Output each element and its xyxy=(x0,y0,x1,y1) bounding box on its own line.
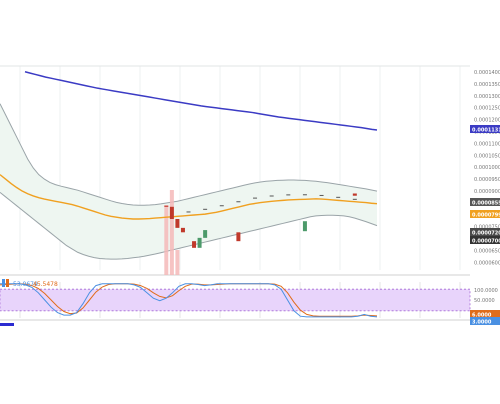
badge-lower-band: 0.00007000 xyxy=(472,239,500,245)
badge-stoch-d-bg xyxy=(470,310,500,318)
candle xyxy=(175,219,180,228)
badge-ma-long: 0.00011314 xyxy=(472,127,500,133)
candle xyxy=(236,232,241,242)
candle-doji xyxy=(269,195,274,197)
candle-doji xyxy=(186,211,191,213)
candle-doji xyxy=(286,194,291,196)
stoch-axis-tick: 100.0000 xyxy=(474,288,498,294)
badge-ma-mid-bg xyxy=(470,210,500,218)
candle-doji xyxy=(219,205,224,207)
volume-bars xyxy=(164,190,180,275)
badge-candle-close-bg xyxy=(470,228,500,236)
candle-doji xyxy=(336,196,341,198)
candles xyxy=(164,193,357,248)
candle-doji xyxy=(319,194,324,196)
candle xyxy=(164,205,169,207)
candle-doji xyxy=(302,194,307,196)
candle-doji xyxy=(203,208,208,210)
stoch-d-line xyxy=(0,283,378,317)
candle xyxy=(192,241,197,248)
volume-bar xyxy=(164,205,169,275)
price-badges: 0.00011314 0.00008558 0.00007990 0.00007202… xyxy=(0,124,500,326)
candle xyxy=(203,230,208,238)
badge-stoch-k: 3.0000 xyxy=(472,320,492,326)
price-lines xyxy=(0,71,378,220)
badge-lower-band-bg xyxy=(470,236,500,244)
badge-ma-mid: 0.00007990 xyxy=(472,213,500,219)
stoch-d-value: 45.5478 xyxy=(33,281,58,288)
stoch-k-value: 53.0679 xyxy=(13,281,38,288)
stoch-k-line xyxy=(0,283,378,318)
bollinger-bands xyxy=(0,103,378,260)
legend-k-swatch xyxy=(2,279,5,287)
candle-doji xyxy=(253,197,258,199)
badge-upper-band-bg xyxy=(470,198,500,206)
bollinger-upper-line xyxy=(0,103,378,206)
badge-stoch-d: 6.0000 xyxy=(472,313,492,319)
candle-doji xyxy=(352,198,357,200)
candle xyxy=(302,221,307,232)
badge-upper-band: 0.00008558 xyxy=(472,201,500,207)
candle xyxy=(180,227,185,233)
candle xyxy=(197,237,202,248)
volume-bar xyxy=(175,250,180,275)
badge-candle-close: 0.00007202 xyxy=(472,231,500,237)
stochastic-panel xyxy=(0,283,471,318)
price-axis-tick: 0.00006000 xyxy=(474,260,500,266)
bollinger-band-fill xyxy=(0,103,377,260)
stoch-legend: 53.0679 45.5478 xyxy=(2,279,58,288)
candle-doji xyxy=(236,201,241,203)
ma-long-line xyxy=(24,71,378,131)
legend-d-swatch xyxy=(6,279,9,287)
bollinger-lower-line xyxy=(0,192,378,260)
badge-ma-long-bg xyxy=(470,124,500,133)
stoch-axis-tick: 50.0000 xyxy=(474,298,495,304)
ma-mid-line xyxy=(0,174,378,220)
time-marker xyxy=(0,323,14,326)
grid xyxy=(0,65,470,321)
candle xyxy=(352,193,357,196)
candle xyxy=(169,206,174,219)
volume-bar xyxy=(169,190,174,275)
badge-stoch-k-bg xyxy=(470,317,500,325)
stoch-band xyxy=(0,288,471,312)
